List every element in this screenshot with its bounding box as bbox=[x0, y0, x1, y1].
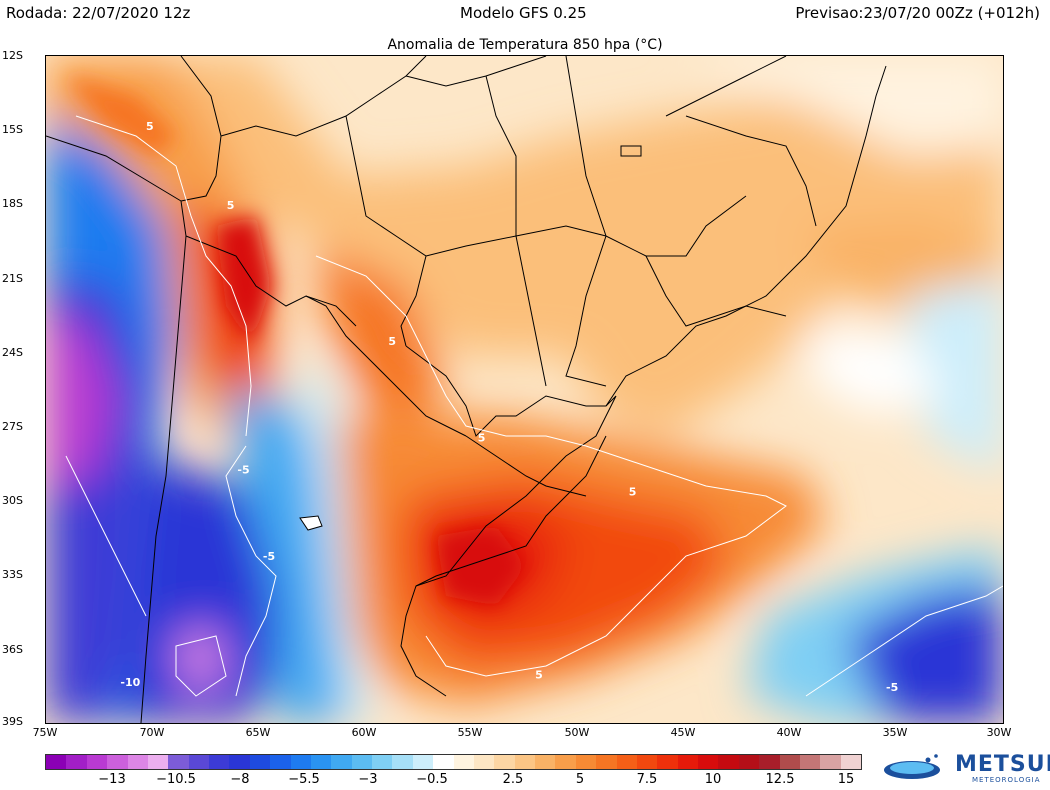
colorbar-swatch bbox=[372, 755, 393, 769]
lon-label: 70W bbox=[139, 726, 165, 739]
anomaly-map: 5 5 5 5 5 5 -5 -5 -10 -5 bbox=[45, 55, 1004, 724]
lon-label: 65W bbox=[245, 726, 271, 739]
lat-label: 18S bbox=[2, 197, 23, 210]
model-label: Modelo GFS 0.25 bbox=[460, 4, 587, 22]
colorbar-swatch bbox=[616, 755, 637, 769]
colorbar-swatch bbox=[738, 755, 760, 769]
colorbar-swatch bbox=[229, 755, 250, 769]
colorbar-label: −13 bbox=[98, 772, 126, 787]
contour-label: 5 bbox=[227, 199, 235, 212]
colorbar-swatch bbox=[575, 755, 597, 769]
lon-label: 35W bbox=[882, 726, 908, 739]
colorbar-label: 5 bbox=[575, 772, 585, 787]
colorbar-swatch bbox=[677, 755, 698, 769]
colorbar-swatch bbox=[188, 755, 209, 769]
colorbar-swatch bbox=[555, 755, 576, 769]
lat-label: 12S bbox=[2, 49, 23, 62]
contour-label: 5 bbox=[629, 486, 637, 499]
colorbar-label: 7.5 bbox=[636, 772, 658, 787]
colorbar-swatch bbox=[657, 755, 678, 769]
colorbar-swatch bbox=[718, 755, 739, 769]
colorbar-label: −10.5 bbox=[156, 772, 196, 787]
lon-label: 75W bbox=[32, 726, 58, 739]
colorbar-swatch bbox=[779, 755, 800, 769]
colorbar-swatch bbox=[698, 755, 719, 769]
colorbar-swatch bbox=[46, 755, 67, 769]
contour-lines bbox=[65, 115, 1003, 697]
colorbar-swatch bbox=[310, 755, 332, 769]
colorbar-swatch bbox=[86, 755, 108, 769]
colorbar-swatch bbox=[270, 755, 291, 769]
colorbar-swatch bbox=[453, 755, 474, 769]
colorbar-label: 15 bbox=[837, 772, 855, 787]
lon-label: 50W bbox=[564, 726, 590, 739]
contour-label: 5 bbox=[146, 120, 154, 133]
colorbar-swatch bbox=[209, 755, 230, 769]
colorbar-swatch bbox=[840, 755, 861, 769]
colorbar-swatch bbox=[127, 755, 148, 769]
colorbar bbox=[45, 754, 862, 770]
plot-title: Anomalia de Temperatura 850 hpa (°C) bbox=[387, 37, 663, 53]
colorbar-swatch bbox=[66, 755, 87, 769]
lat-label: 27S bbox=[2, 420, 23, 433]
contour-label: -10 bbox=[120, 676, 140, 689]
colorbar-swatch bbox=[473, 755, 495, 769]
colorbar-label: −8 bbox=[230, 772, 250, 787]
colorbar-swatch bbox=[433, 755, 454, 769]
lat-label: 24S bbox=[2, 346, 23, 359]
colorbar-swatch bbox=[596, 755, 617, 769]
lon-label: 40W bbox=[776, 726, 802, 739]
colorbar-swatch bbox=[351, 755, 372, 769]
colorbar-swatch bbox=[636, 755, 658, 769]
metsul-globe-icon bbox=[884, 754, 940, 779]
lat-label: 39S bbox=[2, 715, 23, 728]
lat-label: 15S bbox=[2, 123, 23, 136]
lat-label: 36S bbox=[2, 643, 23, 656]
colorbar-swatch bbox=[147, 755, 169, 769]
colorbar-label: −5.5 bbox=[288, 772, 320, 787]
anomaly-field bbox=[46, 56, 1003, 723]
colorbar-swatch bbox=[494, 755, 515, 769]
colorbar-swatch bbox=[412, 755, 434, 769]
colorbar-swatch bbox=[535, 755, 556, 769]
run-label: Rodada: 22/07/2020 12z bbox=[6, 4, 191, 22]
anomaly-map-svg: 5 5 5 5 5 5 -5 -5 -10 -5 bbox=[46, 56, 1003, 723]
colorbar-swatch bbox=[331, 755, 352, 769]
contour-label: 5 bbox=[535, 669, 543, 682]
anomaly-detail bbox=[66, 76, 526, 606]
lat-label: 21S bbox=[2, 272, 23, 285]
contour-label: 5 bbox=[478, 431, 486, 444]
lon-label: 30W bbox=[986, 726, 1012, 739]
colorbar-label: −3 bbox=[358, 772, 378, 787]
colorbar-label: 10 bbox=[704, 772, 722, 787]
colorbar-label: −0.5 bbox=[416, 772, 448, 787]
colorbar-swatch bbox=[290, 755, 311, 769]
contour-label: -5 bbox=[263, 550, 275, 563]
lat-label: 30S bbox=[2, 494, 23, 507]
lon-label: 60W bbox=[351, 726, 377, 739]
colorbar-swatch bbox=[392, 755, 413, 769]
lat-label: 33S bbox=[2, 568, 23, 581]
colorbar-swatch bbox=[168, 755, 189, 769]
country-borders bbox=[46, 56, 887, 723]
colorbar-swatch bbox=[514, 755, 535, 769]
contour-label-layer: 5 5 5 5 5 5 -5 -5 -10 -5 bbox=[120, 120, 898, 694]
colorbar-label: 2.5 bbox=[502, 772, 524, 787]
metsul-logo-text: METSUL bbox=[955, 752, 1050, 777]
colorbar-swatch bbox=[249, 755, 271, 769]
valid-time-label: Previsao:23/07/20 00Zz (+012h) bbox=[795, 4, 1040, 22]
colorbar-label: 12.5 bbox=[765, 772, 795, 787]
metsul-logo-subtext: METEOROLOGIA bbox=[972, 776, 1041, 784]
lon-label: 55W bbox=[457, 726, 483, 739]
contour-label: 5 bbox=[388, 335, 396, 348]
colorbar-swatch bbox=[820, 755, 841, 769]
colorbar-swatch bbox=[799, 755, 821, 769]
colorbar-swatch bbox=[107, 755, 128, 769]
contour-label: -5 bbox=[237, 463, 249, 476]
contour-label: -5 bbox=[886, 681, 898, 694]
lon-label: 45W bbox=[670, 726, 696, 739]
colorbar-swatch bbox=[759, 755, 780, 769]
